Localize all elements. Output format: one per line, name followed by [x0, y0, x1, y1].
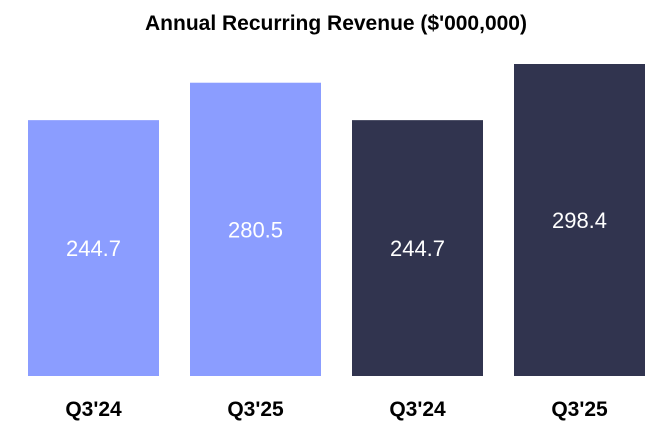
bar-2	[190, 82, 321, 376]
bar-value-label-2: 280.5	[228, 217, 283, 242]
x-tick-label-1: Q3'24	[65, 398, 122, 421]
bar-4	[514, 64, 645, 376]
bar-value-label-1: 244.7	[66, 236, 121, 261]
x-tick-labels-layer: Q3'24 Q3'25 Q3'24 Q3'25	[65, 398, 608, 421]
bar-1	[28, 120, 159, 376]
bar-value-label-3: 244.7	[390, 236, 445, 261]
bar-value-label-4: 298.4	[552, 208, 607, 233]
bar-3	[352, 120, 483, 376]
bars-layer	[28, 64, 645, 376]
x-tick-label-3: Q3'24	[389, 398, 446, 421]
chart-title: Annual Recurring Revenue ($'000,000)	[145, 12, 527, 35]
x-tick-label-4: Q3'25	[551, 398, 608, 421]
data-labels-layer: 244.7 280.5 244.7 298.4	[66, 208, 607, 261]
x-tick-label-2: Q3'25	[227, 398, 284, 421]
